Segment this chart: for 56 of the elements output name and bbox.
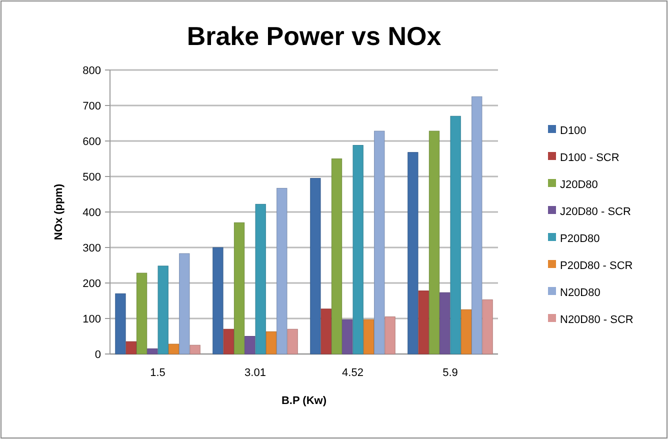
bar	[276, 188, 288, 354]
chart-title: Brake Power vs NOx	[186, 21, 442, 51]
bar	[136, 272, 148, 354]
x-tick-label: 3.01	[244, 367, 266, 379]
bar	[320, 308, 332, 354]
y-tick-label: 400	[82, 206, 101, 219]
y-tick-label: 800	[82, 64, 101, 77]
legend-label: N20D80 - SCR	[560, 314, 634, 326]
bar	[352, 145, 364, 354]
x-tick-label: 5.9	[442, 367, 458, 379]
bar	[331, 158, 342, 354]
bar	[115, 293, 126, 354]
bar	[255, 204, 266, 354]
legend-label: P20D80	[560, 232, 600, 245]
bar	[342, 319, 353, 354]
y-tick-label: 700	[82, 100, 101, 112]
bar	[418, 290, 429, 354]
legend-label: D100	[560, 124, 586, 137]
bar	[310, 178, 321, 354]
bar	[223, 328, 234, 354]
bar	[234, 222, 245, 354]
bar	[168, 344, 180, 354]
y-tick-label: 0	[94, 348, 101, 361]
legend-label: N20D80	[560, 286, 600, 299]
x-tick-label: 4.52	[342, 367, 364, 379]
bar	[212, 247, 224, 354]
bar	[384, 316, 396, 354]
bar	[244, 336, 256, 354]
bar	[126, 341, 136, 354]
y-tick-label: 100	[82, 313, 101, 326]
bar	[158, 266, 168, 354]
y-tick-label: 500	[82, 171, 101, 184]
bar	[472, 96, 482, 354]
x-axis-title: B.P (Kw)	[281, 395, 327, 407]
legend-label: J20D80	[560, 178, 598, 191]
y-tick-label: 600	[82, 136, 101, 148]
bar	[482, 299, 493, 354]
bar	[428, 130, 440, 354]
bar	[374, 130, 385, 354]
legend-label: J20D80 - SCR	[560, 206, 631, 218]
legend-label: P20D80 - SCR	[560, 260, 633, 272]
bar	[190, 344, 200, 354]
y-tick-label: 300	[82, 242, 101, 254]
bar	[460, 309, 472, 354]
bar	[179, 253, 190, 354]
y-axis-title: NOx (ppm)	[53, 184, 65, 240]
bar	[363, 319, 374, 354]
bar	[266, 331, 277, 354]
legend-label: D100 - SCR	[560, 152, 620, 164]
bar	[408, 152, 418, 354]
y-tick-label: 200	[82, 278, 101, 290]
bar	[147, 348, 158, 354]
x-tick-label: 1.5	[150, 367, 166, 379]
bar	[440, 292, 450, 354]
bar	[450, 116, 461, 354]
bar	[287, 328, 298, 354]
